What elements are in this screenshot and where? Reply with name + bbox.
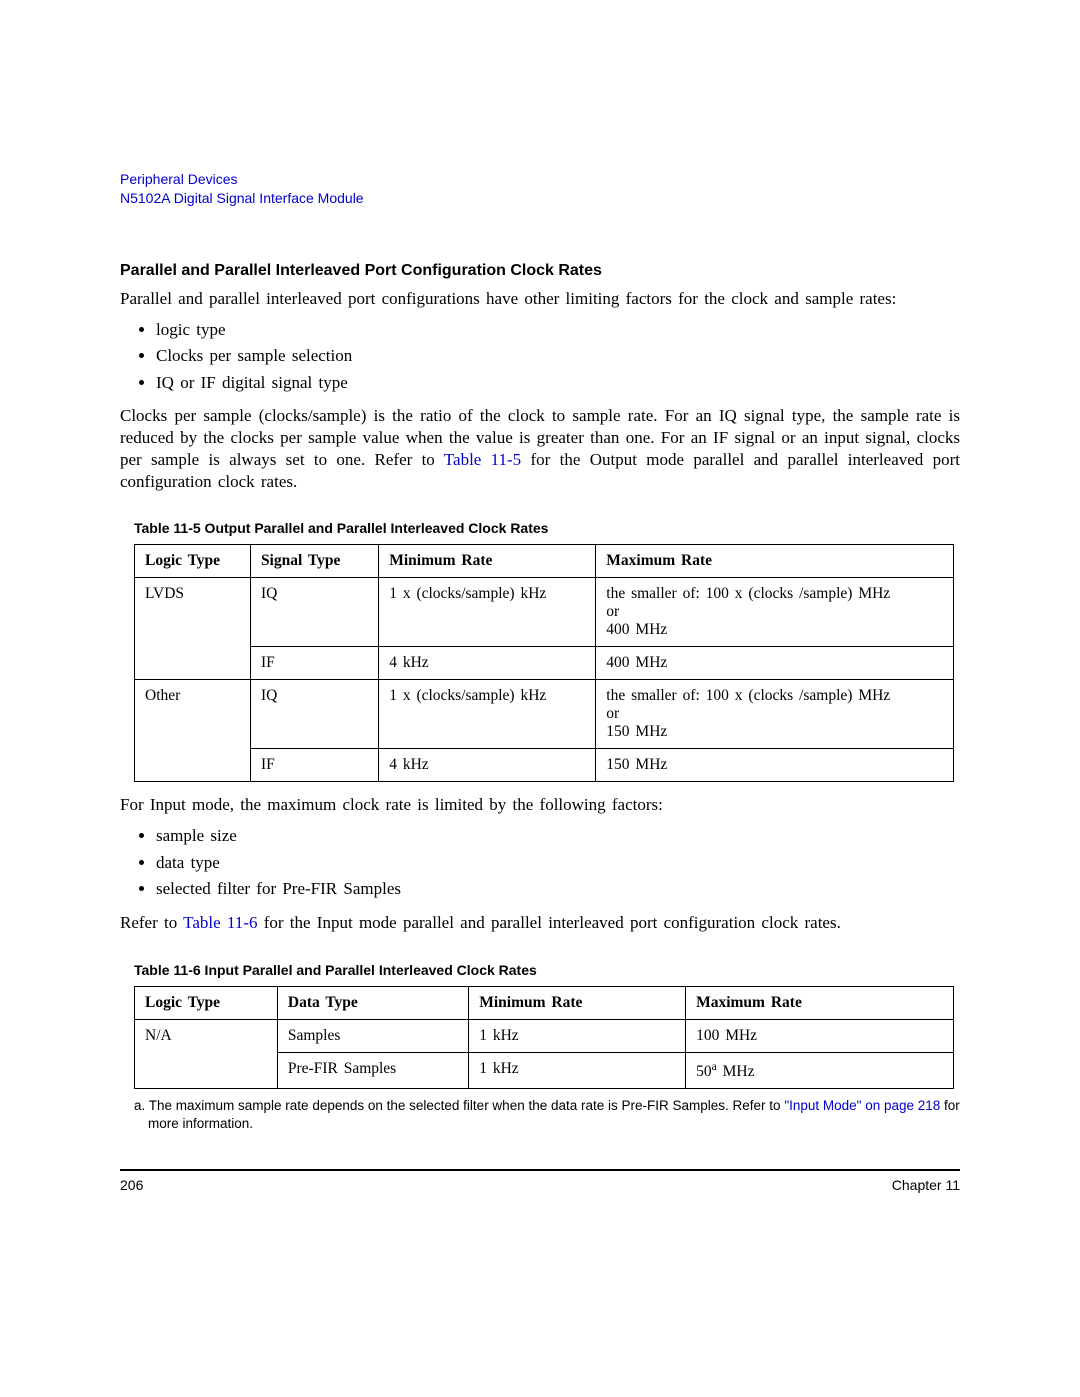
table-5-caption: Table 11-5 Output Parallel and Parallel … — [134, 520, 960, 536]
col-max-rate: Maximum Rate — [596, 545, 954, 578]
cell-min-rate: 1 x (clocks/sample) kHz — [379, 680, 596, 749]
intro-paragraph: Parallel and parallel interleaved port c… — [120, 288, 960, 310]
input-mode-xref[interactable]: "Input Mode" on page 218 — [784, 1098, 940, 1113]
cell-signal-type: IQ — [250, 680, 378, 749]
cell-unit: MHz — [717, 1063, 755, 1080]
cell-signal-type: IF — [250, 749, 378, 782]
table-6-footnote: a. The maximum sample rate depends on th… — [134, 1097, 960, 1133]
list-item: selected filter for Pre-FIR Samples — [156, 877, 960, 902]
page-number: 206 — [120, 1177, 143, 1193]
cell-logic-type — [135, 749, 251, 782]
cell-max-rate: 400 MHz — [596, 647, 954, 680]
table-row: LVDS IQ 1 x (clocks/sample) kHz the smal… — [135, 578, 954, 647]
input-mode-paragraph: For Input mode, the maximum clock rate i… — [120, 794, 960, 816]
chapter-label: Chapter 11 — [892, 1177, 960, 1193]
list-item: Clocks per sample selection — [156, 344, 960, 369]
list-item: data type — [156, 851, 960, 876]
list-item: IQ or IF digital signal type — [156, 371, 960, 396]
limiting-factors-list: logic type Clocks per sample selection I… — [120, 318, 960, 396]
col-data-type: Data Type — [277, 986, 468, 1019]
cell-max-rate: the smaller of: 100 x (clocks /sample) M… — [596, 680, 954, 749]
cell-signal-type: IQ — [250, 578, 378, 647]
table-row: Pre-FIR Samples 1 kHz 50a MHz — [135, 1052, 954, 1088]
input-clock-rates-table: Logic Type Data Type Minimum Rate Maximu… — [134, 986, 954, 1089]
table-row: IF 4 kHz 150 MHz — [135, 749, 954, 782]
col-logic-type: Logic Type — [135, 545, 251, 578]
cell-min-rate: 4 kHz — [379, 647, 596, 680]
cell-data-type: Pre-FIR Samples — [277, 1052, 468, 1088]
cell-value: 50 — [696, 1063, 712, 1080]
cell-min-rate: 4 kHz — [379, 749, 596, 782]
output-clock-rates-table: Logic Type Signal Type Minimum Rate Maxi… — [134, 544, 954, 782]
input-factors-list: sample size data type selected filter fo… — [120, 824, 960, 902]
clocks-paragraph: Clocks per sample (clocks/sample) is the… — [120, 405, 960, 492]
table-6-caption: Table 11-6 Input Parallel and Parallel I… — [134, 962, 960, 978]
cell-logic-type: N/A — [135, 1019, 278, 1052]
cell-min-rate: 1 kHz — [469, 1019, 686, 1052]
cell-logic-type: LVDS — [135, 578, 251, 647]
section-heading: Parallel and Parallel Interleaved Port C… — [120, 262, 960, 280]
cell-max-rate: the smaller of: 100 x (clocks /sample) M… — [596, 578, 954, 647]
refer-paragraph: Refer to Table 11-6 for the Input mode p… — [120, 912, 960, 934]
table-row: Other IQ 1 x (clocks/sample) kHz the sma… — [135, 680, 954, 749]
cell-min-rate: 1 kHz — [469, 1052, 686, 1088]
running-header: Peripheral Devices N5102A Digital Signal… — [120, 170, 960, 208]
table-row: N/A Samples 1 kHz 100 MHz — [135, 1019, 954, 1052]
cell-max-rate: 150 MHz — [596, 749, 954, 782]
col-logic-type: Logic Type — [135, 986, 278, 1019]
col-max-rate: Maximum Rate — [686, 986, 954, 1019]
cell-max-rate: 100 MHz — [686, 1019, 954, 1052]
document-page: Peripheral Devices N5102A Digital Signal… — [0, 0, 1080, 1243]
cell-signal-type: IF — [250, 647, 378, 680]
table-5-xref[interactable]: Table 11-5 — [444, 450, 521, 469]
col-signal-type: Signal Type — [250, 545, 378, 578]
col-min-rate: Minimum Rate — [469, 986, 686, 1019]
header-topic-link[interactable]: N5102A Digital Signal Interface Module — [120, 190, 364, 206]
cell-data-type: Samples — [277, 1019, 468, 1052]
cell-logic-type: Other — [135, 680, 251, 749]
paragraph-text: for the Input mode parallel and parallel… — [257, 913, 840, 932]
footnote-text: a. The maximum sample rate depends on th… — [134, 1098, 784, 1113]
col-min-rate: Minimum Rate — [379, 545, 596, 578]
table-header-row: Logic Type Data Type Minimum Rate Maximu… — [135, 986, 954, 1019]
cell-min-rate: 1 x (clocks/sample) kHz — [379, 578, 596, 647]
cell-logic-type — [135, 1052, 278, 1088]
cell-logic-type — [135, 647, 251, 680]
cell-max-rate: 50a MHz — [686, 1052, 954, 1088]
header-section-link[interactable]: Peripheral Devices — [120, 171, 238, 187]
table-row: IF 4 kHz 400 MHz — [135, 647, 954, 680]
table-6-xref[interactable]: Table 11-6 — [183, 913, 257, 932]
table-header-row: Logic Type Signal Type Minimum Rate Maxi… — [135, 545, 954, 578]
paragraph-text: Refer to — [120, 913, 183, 932]
page-footer: 206 Chapter 11 — [120, 1169, 960, 1193]
list-item: sample size — [156, 824, 960, 849]
list-item: logic type — [156, 318, 960, 343]
